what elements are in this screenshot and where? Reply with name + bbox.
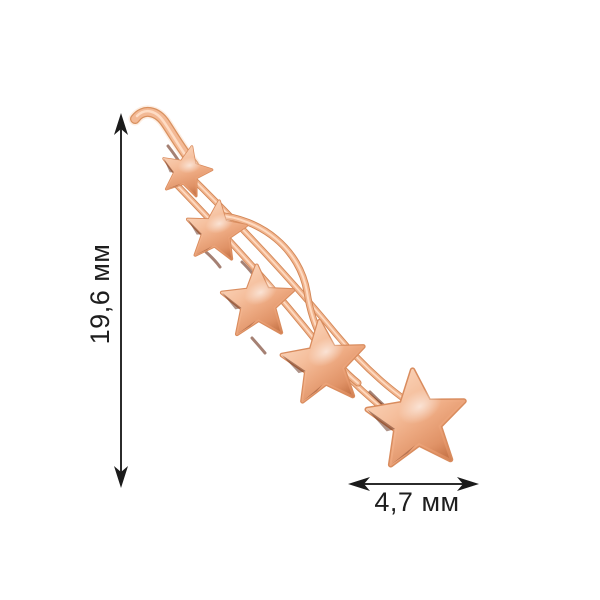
ear-hook-wire (128, 105, 201, 172)
height-dimension-label: 19,6 мм (85, 243, 115, 345)
height-dimension-arrow (114, 113, 128, 488)
width-dimension-label: 4,7 мм (374, 487, 460, 517)
width-dimension-arrow (348, 477, 479, 491)
